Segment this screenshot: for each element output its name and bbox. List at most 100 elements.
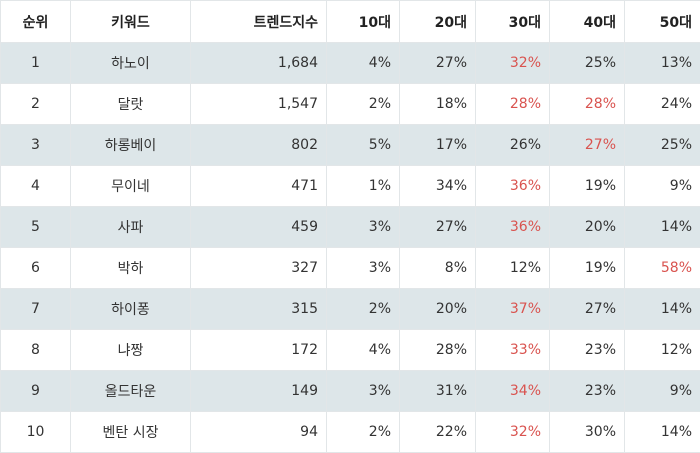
cell-trend-index: 327 — [191, 248, 327, 289]
cell-age-30s: 32% — [476, 43, 550, 84]
cell-age-30s: 12% — [476, 248, 550, 289]
cell-age-40s: 27% — [550, 125, 625, 166]
cell-rank: 1 — [1, 43, 71, 84]
cell-keyword: 하노이 — [71, 43, 191, 84]
cell-age-10s: 2% — [327, 289, 400, 330]
cell-age-50s: 14% — [625, 412, 700, 453]
header-age-50s: 50대 — [625, 1, 700, 43]
cell-age-20s: 20% — [400, 289, 476, 330]
cell-keyword: 하롱베이 — [71, 125, 191, 166]
cell-age-10s: 2% — [327, 412, 400, 453]
cell-age-40s: 20% — [550, 207, 625, 248]
cell-age-40s: 28% — [550, 84, 625, 125]
cell-age-30s: 28% — [476, 84, 550, 125]
header-age-10s: 10대 — [327, 1, 400, 43]
header-age-40s: 40대 — [550, 1, 625, 43]
cell-age-40s: 25% — [550, 43, 625, 84]
cell-age-50s: 14% — [625, 207, 700, 248]
cell-age-20s: 8% — [400, 248, 476, 289]
cell-age-10s: 3% — [327, 371, 400, 412]
cell-age-50s: 13% — [625, 43, 700, 84]
cell-age-40s: 23% — [550, 330, 625, 371]
cell-age-30s: 26% — [476, 125, 550, 166]
cell-age-40s: 27% — [550, 289, 625, 330]
cell-age-20s: 34% — [400, 166, 476, 207]
cell-age-30s: 37% — [476, 289, 550, 330]
cell-keyword: 올드타운 — [71, 371, 191, 412]
cell-keyword: 달랏 — [71, 84, 191, 125]
cell-age-20s: 22% — [400, 412, 476, 453]
cell-rank: 9 — [1, 371, 71, 412]
cell-age-30s: 33% — [476, 330, 550, 371]
cell-rank: 2 — [1, 84, 71, 125]
cell-keyword: 박하 — [71, 248, 191, 289]
cell-trend-index: 459 — [191, 207, 327, 248]
cell-age-50s: 12% — [625, 330, 700, 371]
cell-age-10s: 3% — [327, 248, 400, 289]
cell-age-40s: 19% — [550, 166, 625, 207]
cell-age-20s: 27% — [400, 207, 476, 248]
cell-age-40s: 30% — [550, 412, 625, 453]
header-rank: 순위 — [1, 1, 71, 43]
cell-age-30s: 34% — [476, 371, 550, 412]
header-age-20s: 20대 — [400, 1, 476, 43]
cell-rank: 7 — [1, 289, 71, 330]
cell-trend-index: 149 — [191, 371, 327, 412]
cell-rank: 3 — [1, 125, 71, 166]
header-trend-index: 트렌드지수 — [191, 1, 327, 43]
cell-age-20s: 17% — [400, 125, 476, 166]
cell-keyword: 하이퐁 — [71, 289, 191, 330]
cell-age-10s: 1% — [327, 166, 400, 207]
cell-trend-index: 94 — [191, 412, 327, 453]
cell-trend-index: 471 — [191, 166, 327, 207]
cell-age-50s: 58% — [625, 248, 700, 289]
cell-trend-index: 1,547 — [191, 84, 327, 125]
cell-age-10s: 2% — [327, 84, 400, 125]
cell-age-30s: 36% — [476, 166, 550, 207]
cell-trend-index: 315 — [191, 289, 327, 330]
cell-trend-index: 802 — [191, 125, 327, 166]
cell-age-50s: 9% — [625, 371, 700, 412]
cell-trend-index: 1,684 — [191, 43, 327, 84]
cell-age-10s: 4% — [327, 330, 400, 371]
cell-age-20s: 18% — [400, 84, 476, 125]
cell-trend-index: 172 — [191, 330, 327, 371]
cell-age-20s: 31% — [400, 371, 476, 412]
cell-keyword: 냐짱 — [71, 330, 191, 371]
cell-age-50s: 9% — [625, 166, 700, 207]
cell-rank: 6 — [1, 248, 71, 289]
cell-age-20s: 27% — [400, 43, 476, 84]
cell-age-10s: 5% — [327, 125, 400, 166]
cell-age-50s: 25% — [625, 125, 700, 166]
cell-rank: 4 — [1, 166, 71, 207]
cell-age-20s: 28% — [400, 330, 476, 371]
cell-age-10s: 4% — [327, 43, 400, 84]
header-row: 순위 키워드 트렌드지수 10대 20대 30대 40대 50대 — [1, 1, 700, 43]
cell-age-40s: 19% — [550, 248, 625, 289]
cell-age-10s: 3% — [327, 207, 400, 248]
cell-keyword: 사파 — [71, 207, 191, 248]
cell-age-50s: 24% — [625, 84, 700, 125]
cell-rank: 8 — [1, 330, 71, 371]
cell-rank: 10 — [1, 412, 71, 453]
cell-age-40s: 23% — [550, 371, 625, 412]
header-age-30s: 30대 — [476, 1, 550, 43]
cell-keyword: 무이네 — [71, 166, 191, 207]
cell-age-50s: 14% — [625, 289, 700, 330]
cell-rank: 5 — [1, 207, 71, 248]
header-keyword: 키워드 — [71, 1, 191, 43]
cell-keyword: 벤탄 시장 — [71, 412, 191, 453]
cell-age-30s: 32% — [476, 412, 550, 453]
